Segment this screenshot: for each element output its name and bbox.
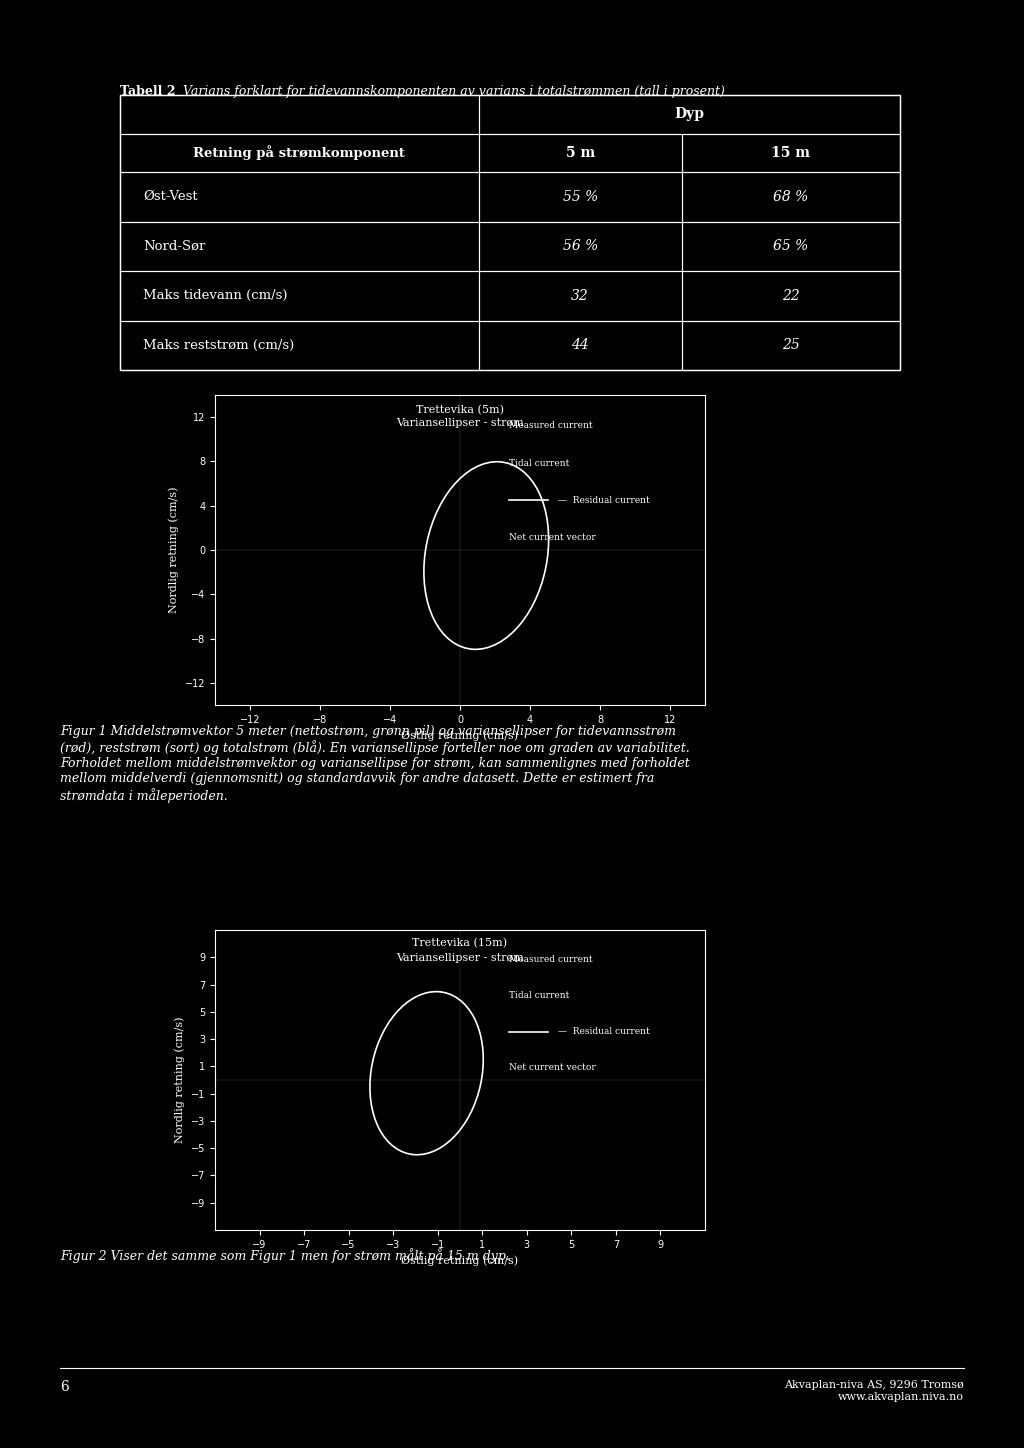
Bar bbox=[479, 320, 682, 371]
Y-axis label: Nordlig retning (cm/s): Nordlig retning (cm/s) bbox=[169, 487, 179, 614]
Text: Akvaplan-niva AS, 9296 Tromsø
www.akvaplan.niva.no: Akvaplan-niva AS, 9296 Tromsø www.akvapl… bbox=[784, 1380, 964, 1402]
Text: Figur 2 Viser det samme som Figur 1 men for strøm målt på 15 m dyp.: Figur 2 Viser det samme som Figur 1 men … bbox=[60, 1248, 510, 1263]
Bar bbox=[682, 320, 900, 371]
Bar bbox=[682, 172, 900, 222]
Text: Trettevika (5m): Trettevika (5m) bbox=[416, 405, 504, 416]
Bar bbox=[682, 271, 900, 320]
Text: 6: 6 bbox=[60, 1380, 69, 1394]
Bar bbox=[682, 222, 900, 271]
X-axis label: Østlig retning (cm/s): Østlig retning (cm/s) bbox=[401, 730, 518, 741]
Text: Nord-Sør: Nord-Sør bbox=[143, 240, 206, 253]
Text: Measured current: Measured current bbox=[509, 956, 593, 964]
Bar bbox=[479, 96, 900, 133]
Text: Tabell 2: Tabell 2 bbox=[120, 85, 175, 98]
Text: 44: 44 bbox=[571, 339, 589, 352]
Text: Variansellipser - strøm: Variansellipser - strøm bbox=[396, 953, 524, 963]
Text: Net current vector: Net current vector bbox=[509, 533, 596, 542]
Text: Trettevika (15m): Trettevika (15m) bbox=[413, 938, 508, 948]
Text: —  Residual current: — Residual current bbox=[558, 495, 650, 505]
Bar bbox=[479, 172, 682, 222]
Text: 5 m: 5 m bbox=[565, 146, 595, 159]
Text: Variansellipser - strøm: Variansellipser - strøm bbox=[396, 418, 524, 429]
Y-axis label: Nordlig retning (cm/s): Nordlig retning (cm/s) bbox=[175, 1016, 185, 1144]
X-axis label: Østlig retning (cm/s): Østlig retning (cm/s) bbox=[401, 1255, 518, 1266]
Bar bbox=[120, 133, 479, 172]
Bar bbox=[120, 96, 479, 133]
Bar bbox=[479, 133, 682, 172]
Text: Dyp: Dyp bbox=[675, 107, 705, 122]
Text: Net current vector: Net current vector bbox=[509, 1063, 596, 1073]
Text: Figur 1 Middelstrømvektor 5 meter (nettostrøm, grønn pil) og variansellipser for: Figur 1 Middelstrømvektor 5 meter (netto… bbox=[60, 725, 690, 802]
Text: Maks tidevann (cm/s): Maks tidevann (cm/s) bbox=[143, 290, 288, 303]
Text: Øst-Vest: Øst-Vest bbox=[143, 190, 198, 203]
Text: Tidal current: Tidal current bbox=[509, 992, 569, 1001]
Text: 32: 32 bbox=[571, 288, 589, 303]
Text: Measured current: Measured current bbox=[509, 421, 593, 430]
Text: Varians forklart for tidevannskomponenten av varians i totalstrømmen (tall i pro: Varians forklart for tidevannskomponente… bbox=[183, 85, 725, 98]
Bar bbox=[120, 222, 479, 271]
Bar bbox=[479, 222, 682, 271]
Bar bbox=[479, 271, 682, 320]
Text: Retning på strømkomponent: Retning på strømkomponent bbox=[194, 145, 406, 161]
Text: 22: 22 bbox=[782, 288, 800, 303]
Text: Maks reststrøm (cm/s): Maks reststrøm (cm/s) bbox=[143, 339, 295, 352]
Bar bbox=[682, 133, 900, 172]
Text: 25: 25 bbox=[782, 339, 800, 352]
Bar bbox=[120, 320, 479, 371]
Text: 68 %: 68 % bbox=[773, 190, 808, 204]
Bar bbox=[120, 172, 479, 222]
Text: 65 %: 65 % bbox=[773, 239, 808, 253]
Text: 15 m: 15 m bbox=[771, 146, 810, 159]
Text: Tidal current: Tidal current bbox=[509, 459, 569, 468]
Text: 56 %: 56 % bbox=[562, 239, 598, 253]
Text: 55 %: 55 % bbox=[562, 190, 598, 204]
Text: —  Residual current: — Residual current bbox=[558, 1028, 650, 1037]
Bar bbox=[120, 271, 479, 320]
